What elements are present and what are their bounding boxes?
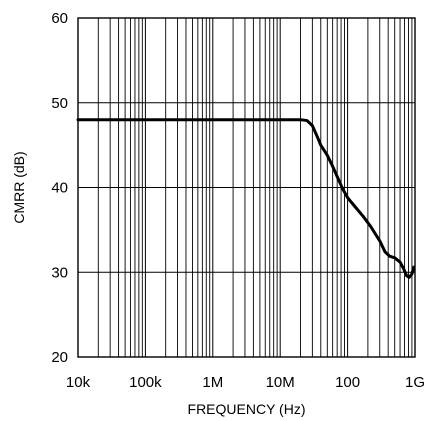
y-tick-label: 30 [51, 264, 68, 281]
grid [77, 17, 415, 358]
x-tick-label: 10M [266, 374, 295, 391]
y-tick-label: 20 [51, 349, 68, 366]
cmrr-series-line [76, 118, 416, 279]
plot-frame [77, 17, 416, 358]
x-tick-label: 1G [405, 374, 425, 391]
x-tick-label: 100k [129, 374, 162, 391]
y-tick-label: 60 [51, 10, 68, 27]
y-tick-labels: 20 30 40 50 60 [51, 10, 68, 366]
x-axis-title: FREQUENCY (Hz) [188, 401, 306, 417]
y-tick-label: 40 [51, 180, 68, 197]
x-tick-label: 10k [66, 374, 91, 391]
y-tick-label: 50 [51, 95, 68, 112]
series-layer [76, 118, 416, 279]
x-tick-labels: 10k 100k 1M 10M 100 1G [66, 374, 425, 391]
x-tick-label: 100 [335, 374, 360, 391]
x-tick-label: 1M [202, 374, 223, 391]
y-axis-title: CMRR (dB) [11, 151, 27, 223]
